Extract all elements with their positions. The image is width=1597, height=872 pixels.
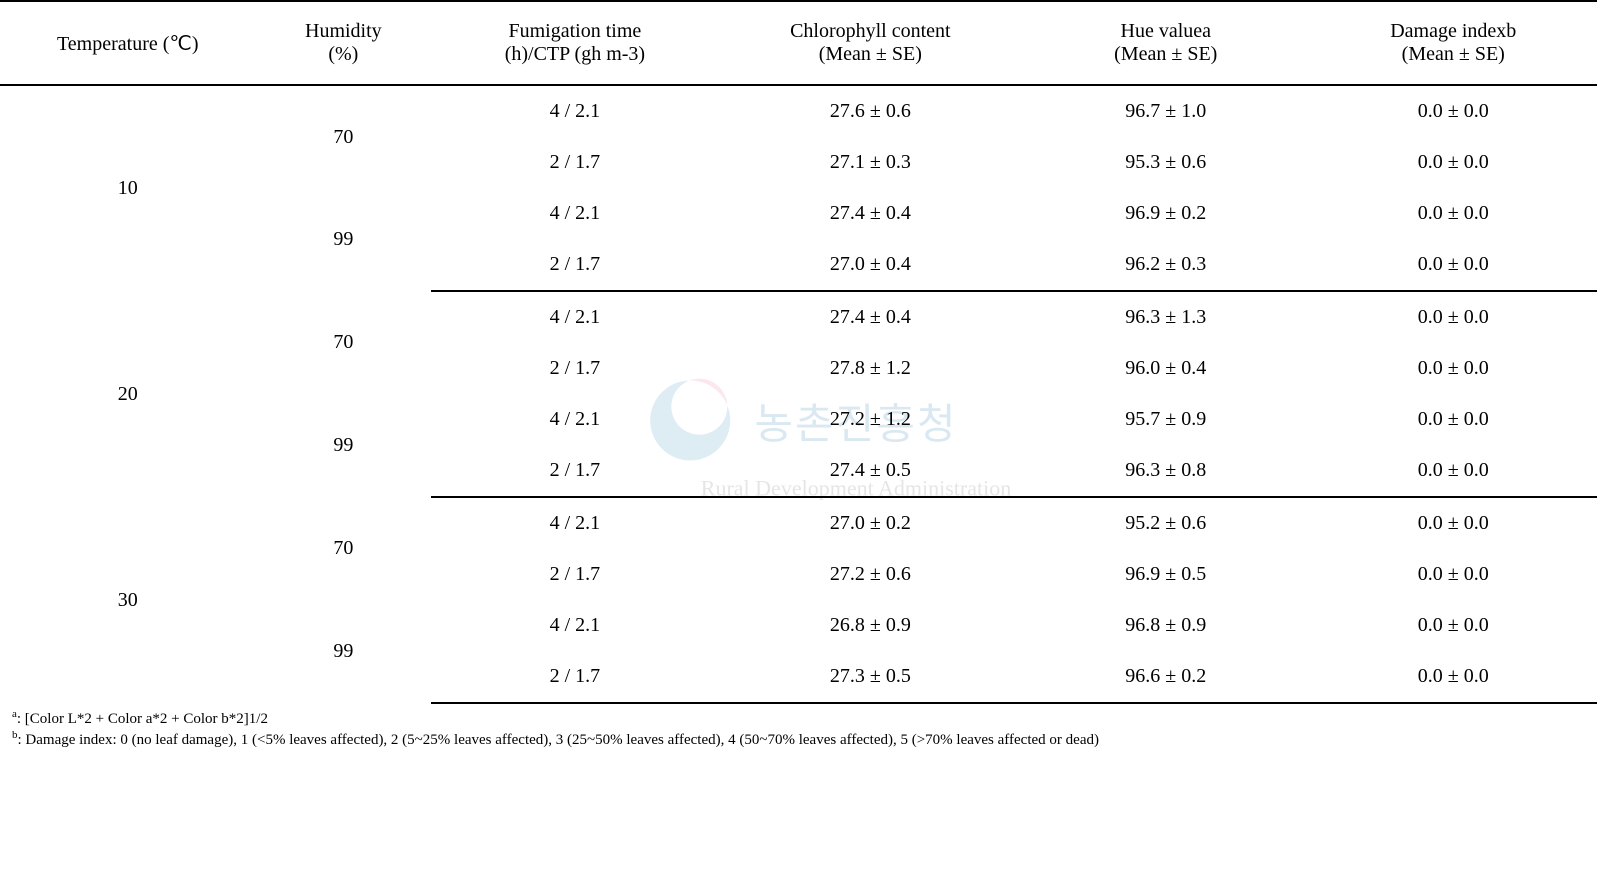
- footnote-a: a: [Color L*2 + Color a*2 + Color b*2]1/…: [12, 708, 1597, 728]
- cell-hue: 96.6 ± 0.2: [1022, 651, 1309, 703]
- cell-damage: 0.0 ± 0.0: [1310, 343, 1597, 394]
- cell-chlorophyll: 27.0 ± 0.2: [719, 497, 1022, 549]
- header-hue: Hue valuea(Mean ± SE): [1022, 1, 1309, 85]
- footnote-b: b: Damage index: 0 (no leaf damage), 1 (…: [12, 729, 1597, 749]
- cell-humidity: 70: [256, 291, 432, 394]
- cell-fumigation: 4 / 2.1: [431, 188, 718, 239]
- cell-chlorophyll: 27.4 ± 0.4: [719, 291, 1022, 343]
- cell-chlorophyll: 27.6 ± 0.6: [719, 85, 1022, 137]
- cell-hue: 95.7 ± 0.9: [1022, 394, 1309, 445]
- cell-chlorophyll: 27.4 ± 0.4: [719, 188, 1022, 239]
- cell-humidity: 99: [256, 394, 432, 497]
- cell-humidity: 99: [256, 600, 432, 703]
- cell-fumigation: 4 / 2.1: [431, 497, 718, 549]
- cell-damage: 0.0 ± 0.0: [1310, 651, 1597, 703]
- footnotes: a: [Color L*2 + Color a*2 + Color b*2]1/…: [0, 704, 1597, 749]
- cell-hue: 96.3 ± 0.8: [1022, 445, 1309, 497]
- header-row: Temperature (℃) Humidity(%) Fumigation t…: [0, 1, 1597, 85]
- cell-fumigation: 4 / 2.1: [431, 291, 718, 343]
- cell-humidity: 70: [256, 497, 432, 600]
- cell-chlorophyll: 27.3 ± 0.5: [719, 651, 1022, 703]
- cell-humidity: 70: [256, 85, 432, 188]
- cell-hue: 96.9 ± 0.5: [1022, 549, 1309, 600]
- cell-chlorophyll: 26.8 ± 0.9: [719, 600, 1022, 651]
- cell-fumigation: 4 / 2.1: [431, 600, 718, 651]
- cell-damage: 0.0 ± 0.0: [1310, 549, 1597, 600]
- cell-hue: 95.2 ± 0.6: [1022, 497, 1309, 549]
- cell-damage: 0.0 ± 0.0: [1310, 497, 1597, 549]
- cell-temperature: 30: [0, 497, 256, 703]
- cell-fumigation: 2 / 1.7: [431, 343, 718, 394]
- cell-fumigation: 4 / 2.1: [431, 394, 718, 445]
- header-temperature: Temperature (℃): [0, 1, 256, 85]
- cell-temperature: 10: [0, 85, 256, 291]
- table-row: 30704 / 2.127.0 ± 0.295.2 ± 0.60.0 ± 0.0: [0, 497, 1597, 549]
- header-chlorophyll: Chlorophyll content(Mean ± SE): [719, 1, 1022, 85]
- cell-fumigation: 2 / 1.7: [431, 445, 718, 497]
- cell-hue: 96.2 ± 0.3: [1022, 239, 1309, 291]
- cell-chlorophyll: 27.0 ± 0.4: [719, 239, 1022, 291]
- table-row: 10704 / 2.127.6 ± 0.696.7 ± 1.00.0 ± 0.0: [0, 85, 1597, 137]
- data-table: Temperature (℃) Humidity(%) Fumigation t…: [0, 0, 1597, 704]
- cell-damage: 0.0 ± 0.0: [1310, 291, 1597, 343]
- cell-damage: 0.0 ± 0.0: [1310, 85, 1597, 137]
- cell-humidity: 99: [256, 188, 432, 291]
- cell-damage: 0.0 ± 0.0: [1310, 600, 1597, 651]
- cell-damage: 0.0 ± 0.0: [1310, 239, 1597, 291]
- cell-hue: 96.3 ± 1.3: [1022, 291, 1309, 343]
- cell-damage: 0.0 ± 0.0: [1310, 445, 1597, 497]
- cell-damage: 0.0 ± 0.0: [1310, 394, 1597, 445]
- cell-chlorophyll: 27.8 ± 1.2: [719, 343, 1022, 394]
- cell-hue: 96.9 ± 0.2: [1022, 188, 1309, 239]
- cell-chlorophyll: 27.2 ± 1.2: [719, 394, 1022, 445]
- cell-damage: 0.0 ± 0.0: [1310, 137, 1597, 188]
- cell-chlorophyll: 27.1 ± 0.3: [719, 137, 1022, 188]
- header-fumigation: Fumigation time(h)/CTP (gh m-3): [431, 1, 718, 85]
- cell-fumigation: 4 / 2.1: [431, 85, 718, 137]
- cell-fumigation: 2 / 1.7: [431, 549, 718, 600]
- cell-fumigation: 2 / 1.7: [431, 137, 718, 188]
- cell-damage: 0.0 ± 0.0: [1310, 188, 1597, 239]
- cell-temperature: 20: [0, 291, 256, 497]
- cell-chlorophyll: 27.2 ± 0.6: [719, 549, 1022, 600]
- cell-fumigation: 2 / 1.7: [431, 239, 718, 291]
- cell-chlorophyll: 27.4 ± 0.5: [719, 445, 1022, 497]
- header-humidity: Humidity(%): [256, 1, 432, 85]
- cell-hue: 96.0 ± 0.4: [1022, 343, 1309, 394]
- cell-hue: 96.7 ± 1.0: [1022, 85, 1309, 137]
- cell-hue: 96.8 ± 0.9: [1022, 600, 1309, 651]
- cell-fumigation: 2 / 1.7: [431, 651, 718, 703]
- table-row: 20704 / 2.127.4 ± 0.496.3 ± 1.30.0 ± 0.0: [0, 291, 1597, 343]
- header-damage: Damage indexb(Mean ± SE): [1310, 1, 1597, 85]
- cell-hue: 95.3 ± 0.6: [1022, 137, 1309, 188]
